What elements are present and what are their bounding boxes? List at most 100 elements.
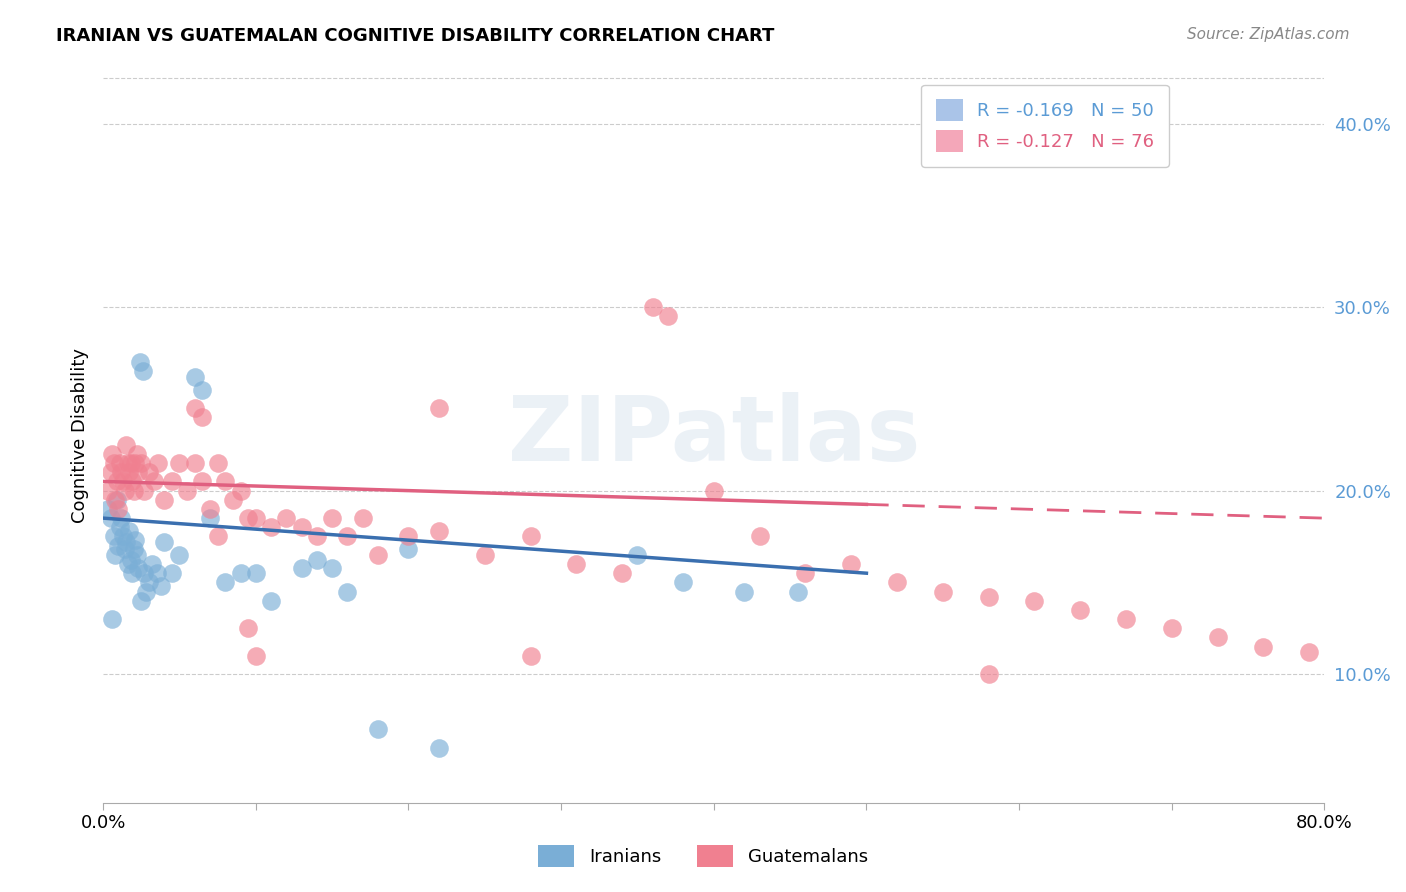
Point (367, 722, 389, 736)
Point (214, 575, 236, 590)
Point (1253, 640, 1275, 654)
Point (290, 560, 312, 574)
Point (641, 300, 664, 314)
Point (107, 539, 129, 553)
Point (138, 575, 160, 590)
Point (305, 553, 328, 567)
Point (305, 529, 328, 543)
Point (191, 410, 214, 425)
Point (398, 542, 420, 557)
Text: ZIPatlas: ZIPatlas (508, 392, 920, 480)
Point (127, 560, 149, 574)
Point (114, 542, 136, 557)
Point (103, 529, 125, 543)
Point (321, 560, 343, 574)
Point (1160, 621, 1182, 635)
Point (169, 456, 191, 470)
Point (367, 548, 389, 562)
Point (427, 401, 450, 415)
Point (1115, 612, 1137, 626)
Point (107, 502, 129, 516)
Point (474, 548, 496, 562)
Point (336, 529, 359, 543)
Point (153, 535, 176, 549)
Point (733, 584, 755, 599)
Point (207, 456, 229, 470)
Point (160, 566, 183, 581)
Point (121, 475, 143, 489)
Point (1024, 593, 1046, 607)
Point (100, 465, 122, 479)
Point (183, 401, 205, 415)
Point (169, 548, 191, 562)
Point (111, 475, 134, 489)
Point (114, 483, 136, 498)
Point (118, 524, 141, 538)
Point (191, 475, 214, 489)
Point (129, 456, 152, 470)
Point (1298, 645, 1320, 659)
Point (150, 579, 173, 593)
Point (236, 621, 259, 635)
Point (135, 584, 157, 599)
Point (105, 475, 128, 489)
Point (97, 502, 120, 516)
Point (122, 542, 145, 557)
Point (427, 524, 450, 538)
Point (101, 447, 124, 461)
Point (125, 548, 148, 562)
Legend: R = -0.169   N = 50, R = -0.127   N = 76: R = -0.169 N = 50, R = -0.127 N = 76 (921, 85, 1168, 167)
Point (245, 511, 267, 525)
Point (245, 566, 267, 581)
Point (198, 511, 221, 525)
Point (108, 456, 131, 470)
Point (104, 492, 127, 507)
Point (977, 667, 1000, 681)
Point (146, 456, 169, 470)
Point (794, 566, 817, 581)
Point (129, 593, 152, 607)
Point (245, 648, 267, 663)
Point (142, 475, 165, 489)
Point (565, 557, 588, 571)
Point (101, 612, 124, 626)
Point (183, 456, 205, 470)
Point (198, 502, 221, 516)
Point (786, 584, 808, 599)
Point (110, 511, 132, 525)
Point (672, 575, 695, 590)
Point (141, 557, 163, 571)
Point (134, 483, 156, 498)
Point (703, 483, 725, 498)
Text: IRANIAN VS GUATEMALAN COGNITIVE DISABILITY CORRELATION CHART: IRANIAN VS GUATEMALAN COGNITIVE DISABILI… (56, 27, 775, 45)
Point (977, 590, 1000, 604)
Point (260, 593, 283, 607)
Point (115, 535, 138, 549)
Y-axis label: Cognitive Disability: Cognitive Disability (72, 348, 89, 523)
Point (120, 553, 142, 567)
Point (214, 475, 236, 489)
Point (839, 557, 862, 571)
Point (138, 465, 160, 479)
Point (260, 520, 283, 534)
Point (612, 566, 634, 581)
Point (127, 465, 149, 479)
Point (111, 529, 134, 543)
Point (105, 492, 128, 507)
Point (145, 566, 167, 581)
Point (657, 310, 679, 324)
Point (886, 575, 908, 590)
Point (117, 456, 139, 470)
Point (120, 456, 142, 470)
Point (117, 557, 139, 571)
Point (124, 456, 146, 470)
Point (519, 648, 541, 663)
Point (132, 364, 155, 378)
Point (207, 529, 229, 543)
Point (103, 456, 125, 470)
Point (352, 511, 374, 525)
Point (122, 483, 145, 498)
Point (290, 520, 312, 534)
Point (748, 529, 770, 543)
Point (1069, 603, 1091, 617)
